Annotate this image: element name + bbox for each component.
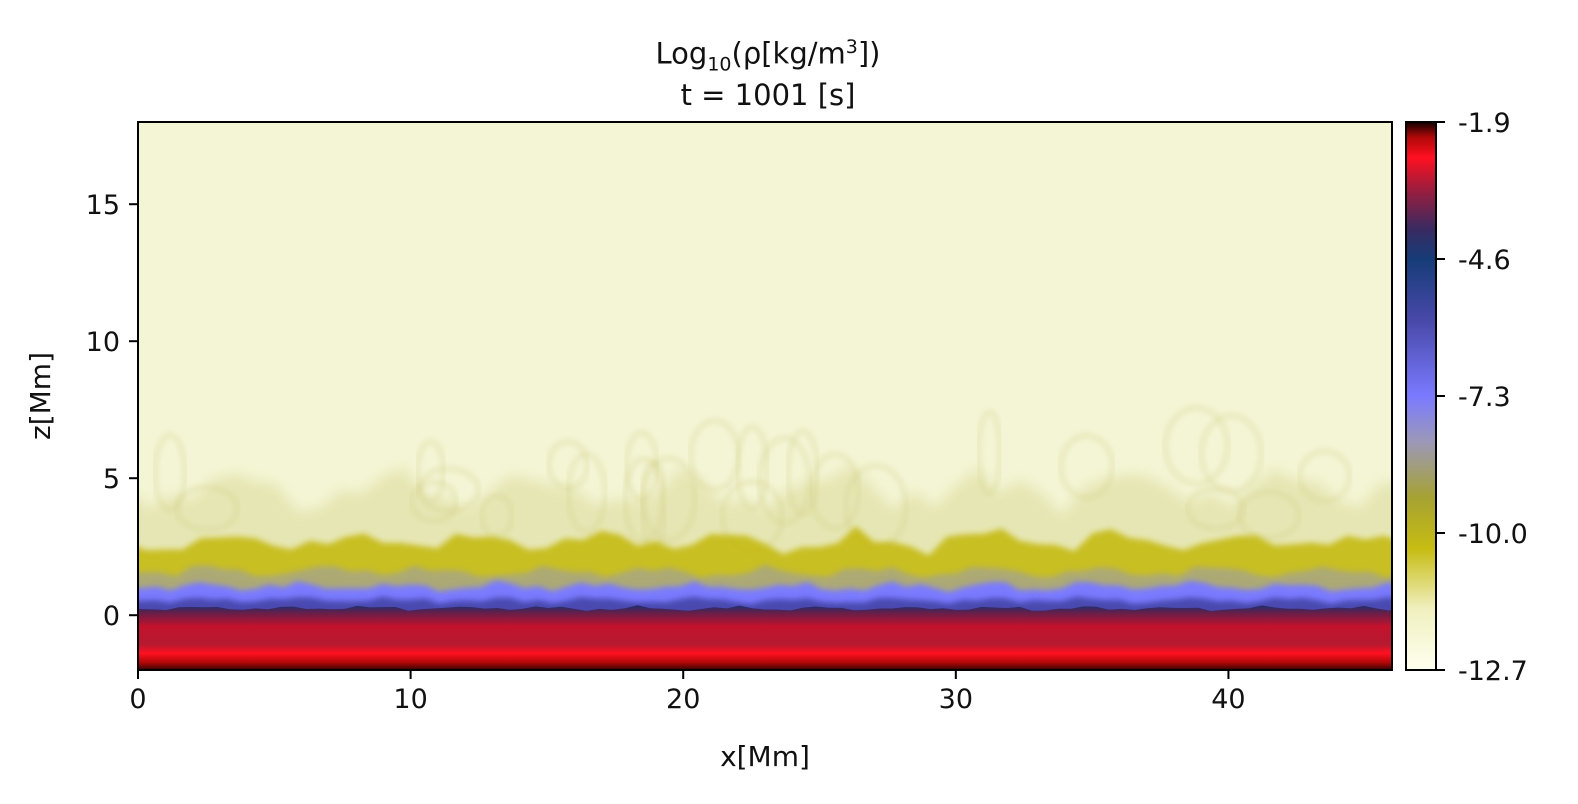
plume-wisp: [735, 425, 769, 511]
plume-wisp: [410, 480, 458, 523]
chart-subtitle: t = 1001 [s]: [680, 78, 856, 112]
plume-wisp: [810, 452, 861, 531]
plume-wisp: [417, 467, 480, 513]
colorbar-tick-label: -4.6: [1458, 245, 1511, 276]
plume-wisp: [1298, 449, 1352, 503]
y-axis-label: z[Mm]: [24, 352, 57, 440]
plume-wisp: [1059, 434, 1114, 500]
colorbar-tick-label: -7.3: [1458, 382, 1511, 413]
colorbar: -1.9 -4.6 -7.3 -10.0 -12.7: [1405, 108, 1528, 687]
plume-wisp: [1237, 490, 1301, 540]
plume-wisp: [1199, 414, 1263, 493]
x-tick-label: 10: [393, 684, 427, 715]
y-tick-label: 0: [103, 601, 120, 632]
y-tick-label: 5: [103, 464, 120, 495]
plume-wisp: [786, 429, 820, 516]
plume-wisp: [416, 440, 446, 503]
y-tick-label: 10: [86, 327, 120, 358]
x-tick-label: 30: [939, 684, 973, 715]
colorbar-gradient: [1406, 122, 1436, 670]
plume-wisp: [175, 485, 239, 532]
y-tick-label: 15: [86, 190, 120, 221]
photosphere-layer: [138, 605, 1392, 670]
density-field: [138, 122, 1392, 670]
plot-area: [138, 122, 1392, 670]
colorbar-tick-label: -1.9: [1458, 108, 1511, 139]
plume-wisp: [1164, 406, 1229, 486]
plume-wisp: [641, 456, 697, 542]
x-tick-label: 40: [1211, 684, 1245, 715]
colorbar-tick-label: -10.0: [1458, 519, 1528, 550]
plume-wisp: [1186, 487, 1246, 531]
colorbar-tick-label: -12.7: [1458, 656, 1528, 687]
x-tick-label: 0: [129, 684, 146, 715]
x-axis-label: x[Mm]: [720, 740, 810, 773]
plume-wisp: [757, 436, 812, 525]
plume-wisp: [977, 410, 1002, 496]
plume-wisp: [479, 494, 514, 538]
plume-wisp: [153, 433, 187, 512]
axes: 0 10 20 30 40 0 5 10 15 x[Mm] z[Mm]: [24, 121, 1393, 773]
plot-frame: [137, 121, 1393, 671]
plume-wisp: [547, 440, 589, 490]
chart-title: Log10(ρ[kg/m3]): [655, 36, 881, 76]
plume-wisp: [623, 457, 664, 543]
x-tick-label: 20: [666, 684, 700, 715]
